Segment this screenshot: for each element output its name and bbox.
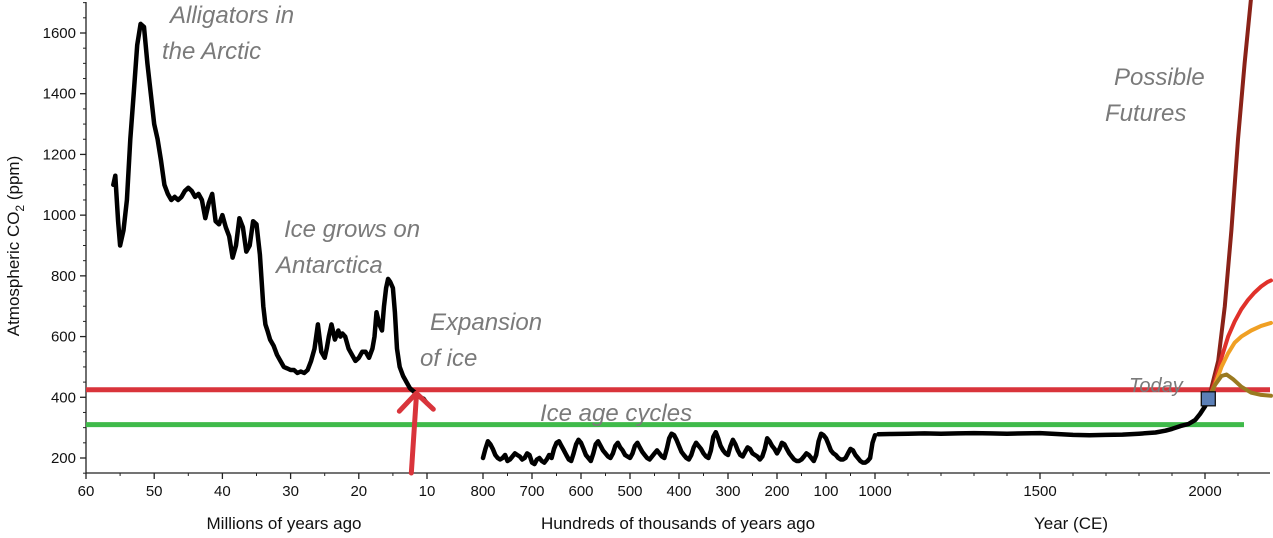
x-tick-label: 10 — [419, 483, 436, 500]
x-tick-label: 200 — [764, 483, 789, 500]
y-tick-label: 1200 — [43, 146, 76, 163]
annotation-ice-age-cycles: Ice age cycles — [540, 400, 692, 427]
x-axis-title-3: Year (CE) — [1034, 514, 1108, 533]
x-axis-title-2: Hundreds of thousands of years ago — [541, 514, 815, 533]
x-tick-label: 1000 — [858, 483, 891, 500]
x-tick-label: 700 — [519, 483, 544, 500]
series-future-mid-high — [1206, 278, 1273, 403]
annotation-ice-grows-line1: Ice grows on — [284, 216, 420, 243]
x-tick-label: 50 — [146, 483, 163, 500]
annotation-expansion-line1: Expansion — [430, 309, 542, 336]
y-tick-label: 600 — [51, 329, 76, 346]
x-tick-label: 2000 — [1188, 483, 1221, 500]
annotation-possible: Possible — [1114, 64, 1205, 91]
y-axis-title: Atmospheric CO2 (ppm) — [4, 156, 27, 337]
annotation-alligators-line1: Alligators in — [168, 2, 294, 29]
x-tick-label: 800 — [470, 483, 495, 500]
x-tick-label: 100 — [813, 483, 838, 500]
series-historical — [876, 398, 1211, 438]
y-tick-label: 1000 — [43, 207, 76, 224]
y-tick-label: 400 — [51, 389, 76, 406]
series-layer — [111, 0, 1273, 476]
axes: 1600 1400 1200 1000 800 600 400 200 Atmospheric … — [4, 2, 1270, 533]
x-tick-label: 1500 — [1023, 483, 1056, 500]
today-marker — [1200, 391, 1216, 407]
arrow-head — [396, 390, 436, 414]
x-tick-label: 60 — [78, 483, 95, 500]
arrow-shaft — [408, 394, 419, 476]
text-layer: Alligators in the Arctic Ice grows on Antar… — [162, 2, 1205, 427]
x-tick-label: 20 — [350, 483, 367, 500]
series-future-high — [1206, 0, 1253, 403]
annotation-futures: Futures — [1105, 100, 1186, 127]
x-tick-label: 400 — [666, 483, 691, 500]
annotation-alligators-line2: the Arctic — [162, 38, 261, 65]
y-tick-label: 1400 — [43, 86, 76, 103]
x-axis-title-1: Millions of years ago — [207, 514, 362, 533]
y-axis-title-unit: (ppm) — [4, 156, 23, 205]
x-tick-label: 600 — [568, 483, 593, 500]
y-tick-label: 800 — [51, 268, 76, 285]
series-panel-2 — [480, 429, 878, 467]
series-future-low — [1206, 372, 1273, 403]
series-panel-1 — [111, 21, 430, 406]
y-tick-label: 200 — [51, 450, 76, 467]
reference-lines — [86, 387, 1270, 428]
y-axis-title-sub: 2 — [13, 205, 27, 212]
annotation-ice-grows-line2: Antarctica — [274, 252, 383, 279]
x-tick-label: 30 — [282, 483, 299, 500]
y-axis-title-main: Atmospheric CO — [4, 212, 23, 337]
x-tick-label: 500 — [617, 483, 642, 500]
x-tick-label: 40 — [214, 483, 231, 500]
annotation-expansion-line2: of ice — [420, 345, 477, 372]
y-tick-label: 1600 — [43, 25, 76, 42]
x-tick-label: 300 — [715, 483, 740, 500]
annotation-today: Today — [1129, 375, 1184, 397]
